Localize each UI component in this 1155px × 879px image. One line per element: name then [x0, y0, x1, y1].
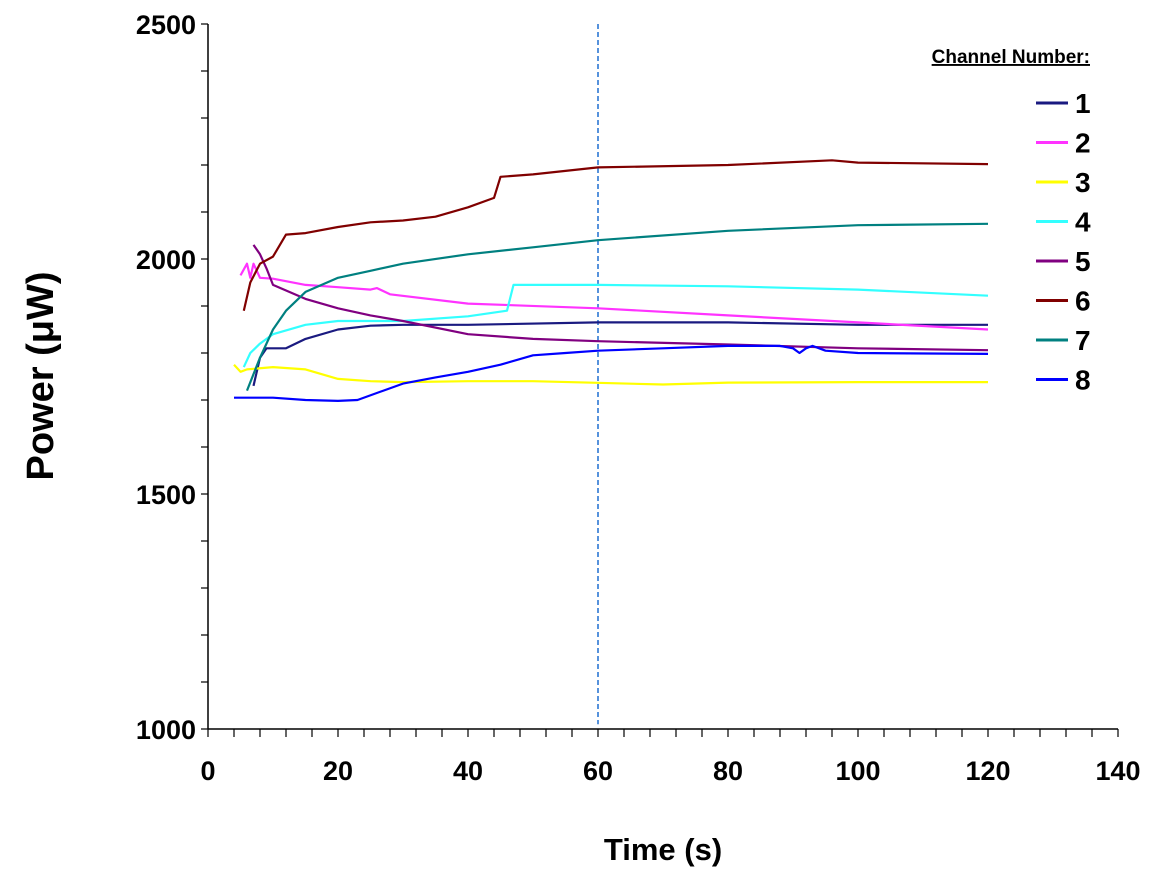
legend-label-2: 2	[1075, 128, 1091, 159]
x-tick-label: 0	[200, 756, 215, 786]
x-tick-label: 140	[1095, 756, 1140, 786]
x-tick-label: 100	[835, 756, 880, 786]
series-line-8	[234, 344, 989, 402]
legend-label-3: 3	[1075, 167, 1091, 198]
legend-label-5: 5	[1075, 246, 1091, 277]
series-layer	[233, 159, 989, 402]
x-axis-title: Time (s)	[604, 832, 722, 867]
y-tick-label: 1500	[136, 480, 196, 510]
legend-items: 1 2 3 4 5 6 7 8	[1036, 88, 1091, 396]
x-tick-label: 80	[713, 756, 743, 786]
legend-label-6: 6	[1075, 286, 1091, 317]
legend-label-1: 1	[1075, 88, 1091, 119]
legend-label-4: 4	[1075, 207, 1091, 238]
legend-label-7: 7	[1075, 325, 1091, 356]
series-line-3	[233, 363, 988, 386]
x-tick-label: 40	[453, 756, 483, 786]
y-axis-title: Power (μW)	[20, 271, 62, 480]
x-tick-label: 20	[323, 756, 353, 786]
legend: Channel Number: 1 2 3 4 5 6 7 8	[932, 47, 1091, 396]
y-tick-label: 2000	[136, 245, 196, 275]
series-line-7	[245, 222, 989, 392]
series-line-2	[239, 262, 989, 331]
legend-title: Channel Number:	[932, 47, 1090, 68]
series-line-5	[252, 244, 989, 352]
legend-label-8: 8	[1075, 365, 1091, 396]
y-tick-label: 1000	[136, 715, 196, 745]
tick-labels: 1000 1500 2000 2500 0 20 40 60 80 100 120 140	[136, 10, 1141, 786]
series-line-4	[242, 283, 989, 368]
x-tick-label: 60	[583, 756, 613, 786]
axes	[201, 23, 1119, 737]
y-tick-label: 2500	[136, 10, 196, 40]
series-line-1	[252, 321, 988, 387]
x-tick-label: 120	[965, 756, 1010, 786]
series-line-6	[242, 159, 989, 311]
